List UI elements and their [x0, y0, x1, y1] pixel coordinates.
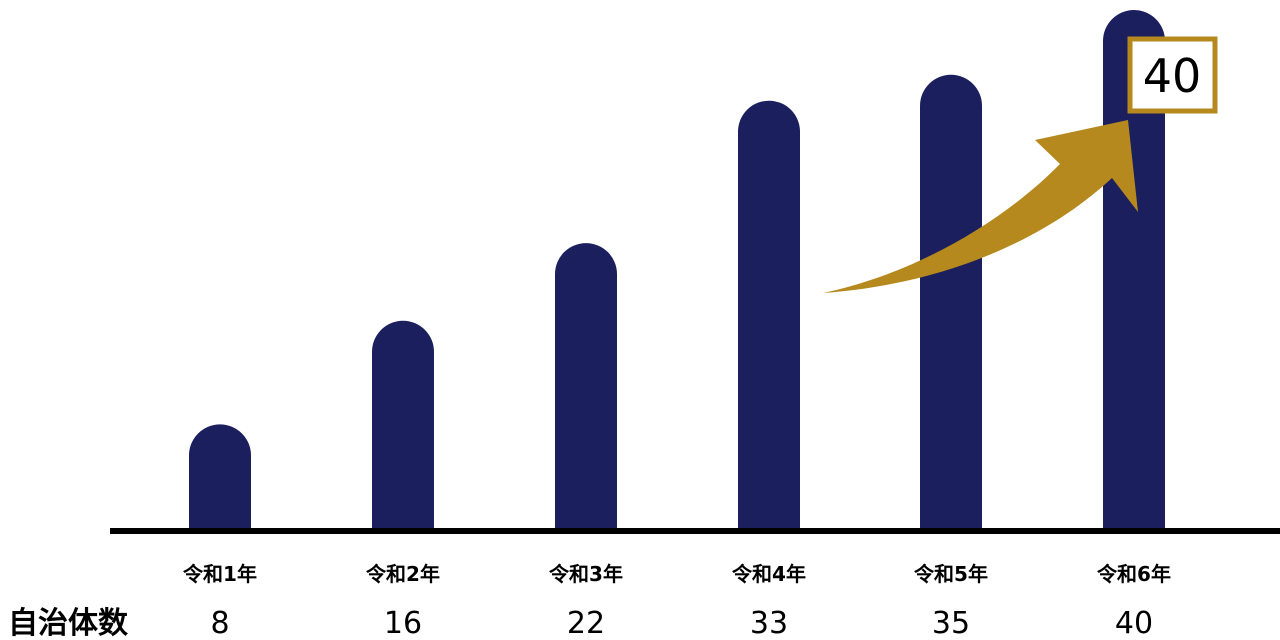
bars-layer: [189, 10, 1165, 529]
x-tick-label: 令和5年: [914, 562, 988, 586]
x-tick-label: 令和6年: [1097, 562, 1171, 586]
value-label: 8: [210, 606, 229, 640]
bar-2: [372, 320, 434, 528]
x-tick-label: 令和3年: [549, 562, 623, 586]
x-tick-label: 令和2年: [366, 562, 440, 586]
highlight-box: [1127, 36, 1218, 114]
highlight-callout: 40: [1127, 36, 1218, 114]
row-label: 自治体数: [8, 606, 129, 640]
value-label: 40: [1115, 606, 1153, 640]
bar-1: [189, 424, 251, 528]
bar-3: [555, 243, 617, 529]
x-tick-label: 令和4年: [732, 562, 806, 586]
bar-5: [920, 74, 982, 528]
highlight-value-label: 40: [1143, 49, 1202, 103]
growth-arrow-shape: [823, 120, 1138, 293]
growth-arrow: [823, 120, 1138, 293]
value-label: 22: [567, 606, 605, 640]
x-tick-label: 令和1年: [183, 562, 257, 586]
value-label: 16: [384, 606, 422, 640]
labels-layer: 令和1年 8 令和2年 16 令和3年 22 令和4年 33 令和5年 35 令和6年 40: [183, 562, 1171, 640]
value-label: 33: [750, 606, 788, 640]
value-label: 35: [932, 606, 970, 640]
bar-4: [738, 100, 800, 528]
